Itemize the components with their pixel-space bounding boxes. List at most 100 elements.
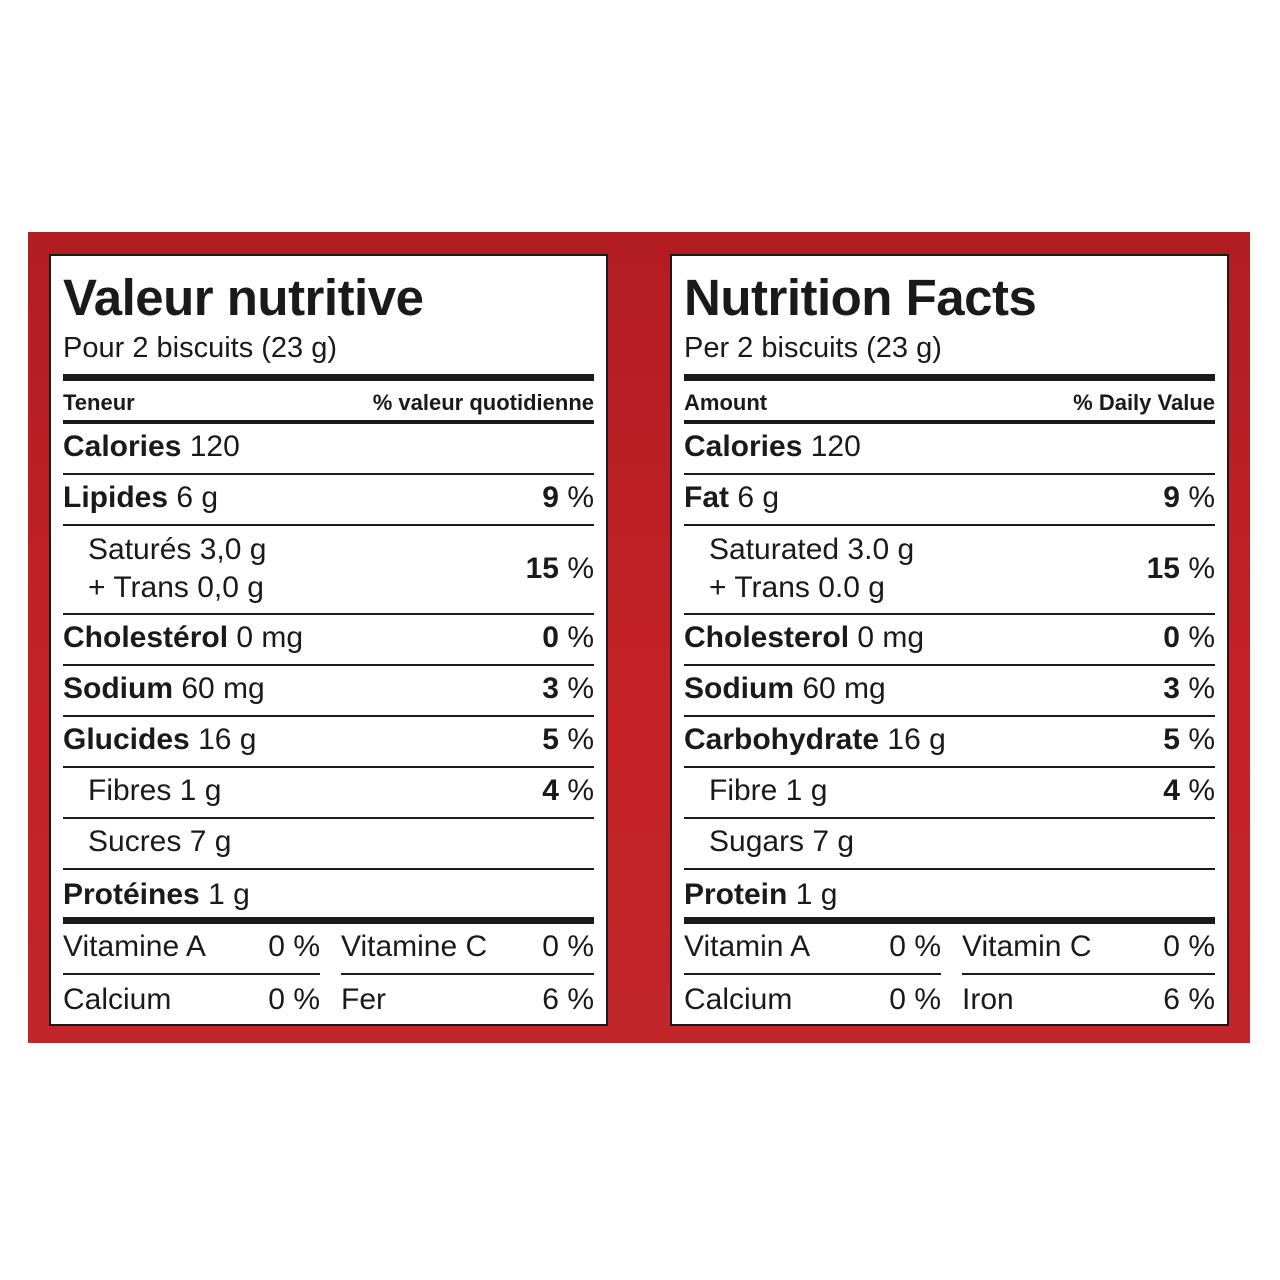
daily-value: 5 <box>1163 723 1180 756</box>
vitamin-value: 0 % <box>1163 930 1215 963</box>
nutrition-panel-french: Valeur nutritive Pour 2 biscuits (23 g) … <box>49 254 608 1026</box>
row-fibre: Fibre 1 g 4 % <box>684 768 1215 819</box>
daily-value: 4 <box>542 774 559 807</box>
trans-amount: + Trans 0,0 g <box>88 571 264 604</box>
nutrient-label: Protéines <box>63 878 200 911</box>
nutrient-label: Glucides <box>63 723 190 756</box>
serving-size: Per 2 biscuits (23 g) <box>684 332 942 364</box>
header-daily-value: % Daily Value <box>1073 390 1215 415</box>
row-fat: Fat 6 g 9 % <box>684 475 1215 526</box>
nutrient-label: Cholesterol <box>684 621 850 654</box>
row-cholesterol: Cholestérol 0 mg 0 % <box>63 615 594 666</box>
row-carbohydrate: Carbohydrate 16 g 5 % <box>684 717 1215 768</box>
nutrient-label: Carbohydrate <box>684 723 880 756</box>
row-saturated-trans: Saturés 3,0 g + Trans 0,0 g 15 % <box>63 526 594 615</box>
header-amount: Teneur <box>63 390 135 415</box>
mineral-value: 6 % <box>542 983 594 1016</box>
mineral-label: Fer <box>341 983 386 1016</box>
nutrient-amount: 60 mg <box>802 672 886 705</box>
percent-sign: % <box>567 672 594 705</box>
medium-divider <box>684 420 1215 424</box>
nutrient-amount: 16 g <box>198 723 257 756</box>
trans-amount: + Trans 0.0 g <box>709 571 885 604</box>
nutrient-amount: 16 g <box>887 723 946 756</box>
calcium: Calcium 0 % <box>684 975 941 1026</box>
nutrient-amount: 120 <box>810 430 861 463</box>
daily-value: 3 <box>1163 672 1180 705</box>
percent-sign: % <box>1188 621 1215 654</box>
vitamin-value: 0 % <box>889 930 941 963</box>
nutrient-amount: 60 mg <box>181 672 265 705</box>
percent-sign: % <box>567 621 594 654</box>
row-carbohydrate: Glucides 16 g 5 % <box>63 717 594 768</box>
nutrient-amount: 120 <box>189 430 240 463</box>
panel-title: Nutrition Facts <box>684 269 1037 326</box>
mineral-label: Calcium <box>63 983 172 1016</box>
nutrient-label: Sodium <box>63 672 173 705</box>
header-amount: Amount <box>684 390 768 415</box>
daily-value: 9 <box>542 481 559 514</box>
vitamin-label: Vitamin A <box>684 930 811 963</box>
nutrient-amount: 0 mg <box>236 621 304 654</box>
percent-sign: % <box>567 552 594 585</box>
iron: Fer 6 % <box>341 975 594 1026</box>
thick-divider <box>684 374 1215 381</box>
thick-divider <box>63 917 594 924</box>
nutrient-amount: 1 g <box>795 878 838 911</box>
nutrient-amount: 0 mg <box>857 621 925 654</box>
percent-sign: % <box>1188 774 1215 807</box>
nutrient-label: Fat <box>684 481 729 514</box>
percent-sign: % <box>1188 481 1215 514</box>
row-sodium: Sodium 60 mg 3 % <box>63 666 594 717</box>
nutrient-amount: 6 g <box>176 481 219 514</box>
vitamin-label: Vitamine A <box>63 930 206 963</box>
daily-value: 3 <box>542 672 559 705</box>
row-protein: Protéines 1 g <box>63 870 594 917</box>
mineral-label: Iron <box>962 983 1014 1016</box>
fibre-amount: Fibre 1 g <box>709 774 828 807</box>
vitamin-label: Vitamin C <box>962 930 1092 963</box>
column-header: Teneur % valeur quotidienne <box>63 388 594 418</box>
nutrient-label: Calories <box>63 430 182 463</box>
sugars-amount: Sugars 7 g <box>709 825 855 858</box>
header-daily-value: % valeur quotidienne <box>372 390 594 415</box>
row-saturated-trans: Saturated 3.0 g + Trans 0.0 g 15 % <box>684 526 1215 615</box>
nutrient-label: Calories <box>684 430 803 463</box>
nutrient-label: Protein <box>684 878 788 911</box>
medium-divider <box>63 420 594 424</box>
vitamin-a: Vitamine A 0 % <box>63 924 320 975</box>
daily-value: 5 <box>542 723 559 756</box>
daily-value: 15 <box>1146 552 1180 585</box>
daily-value: 4 <box>1163 774 1180 807</box>
row-protein: Protein 1 g <box>684 870 1215 917</box>
daily-value: 15 <box>525 552 559 585</box>
percent-sign: % <box>567 723 594 756</box>
vitamin-value: 0 % <box>268 930 320 963</box>
iron: Iron 6 % <box>962 975 1215 1026</box>
vitamin-value: 0 % <box>542 930 594 963</box>
row-sugars: Sucres 7 g <box>63 819 594 870</box>
thick-divider <box>63 374 594 381</box>
row-fibre: Fibres 1 g 4 % <box>63 768 594 819</box>
vitamin-c: Vitamin C 0 % <box>962 924 1215 975</box>
nutrient-label: Lipides <box>63 481 169 514</box>
nutrient-amount: 6 g <box>737 481 780 514</box>
mineral-label: Calcium <box>684 983 793 1016</box>
calcium: Calcium 0 % <box>63 975 320 1026</box>
percent-sign: % <box>1188 552 1215 585</box>
mineral-value: 0 % <box>268 983 320 1016</box>
vitamin-c: Vitamine C 0 % <box>341 924 594 975</box>
nutrient-amount: 1 g <box>208 878 250 911</box>
percent-sign: % <box>567 774 594 807</box>
fibre-amount: Fibres 1 g <box>88 774 222 807</box>
nutrition-panel-english: Nutrition Facts Per 2 biscuits (23 g) Am… <box>670 254 1229 1026</box>
daily-value: 0 <box>1163 621 1180 654</box>
daily-value: 0 <box>542 621 559 654</box>
sugars-amount: Sucres 7 g <box>88 825 232 858</box>
nutrient-label: Sodium <box>684 672 794 705</box>
serving-size: Pour 2 biscuits (23 g) <box>63 332 338 364</box>
row-calories: Calories 120 <box>684 424 1215 475</box>
vitamin-a: Vitamin A 0 % <box>684 924 941 975</box>
daily-value: 9 <box>1163 481 1180 514</box>
percent-sign: % <box>567 481 594 514</box>
